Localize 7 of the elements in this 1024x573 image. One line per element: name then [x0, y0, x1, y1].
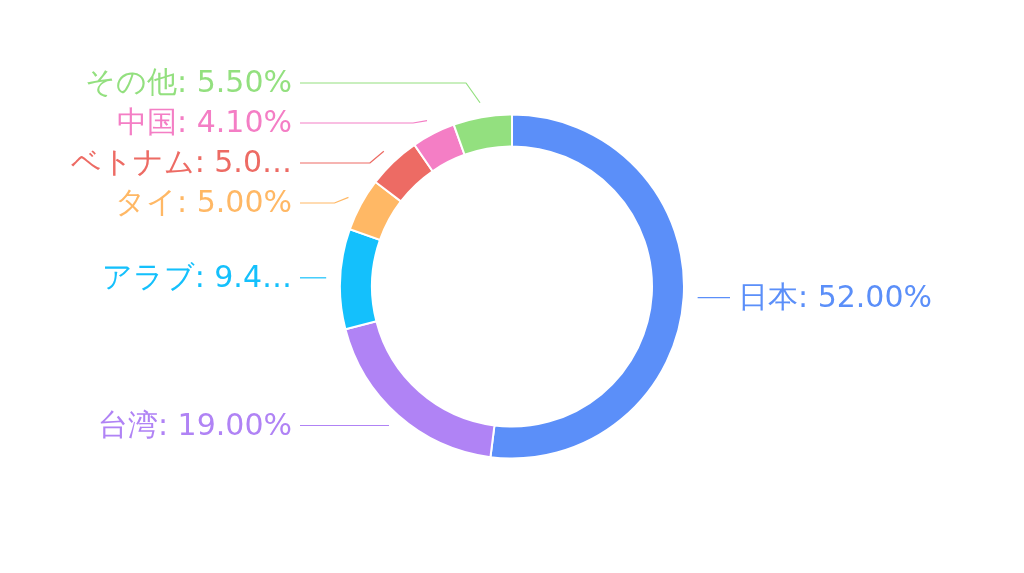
- slice-label: 台湾: 19.00%: [97, 406, 292, 442]
- slice-label: 日本: 52.00%: [738, 278, 933, 314]
- slice-label: ベトナム: 5.0…: [70, 143, 292, 179]
- slice-label: タイ: 5.00%: [115, 183, 292, 219]
- slice-label: 中国: 4.10%: [117, 103, 292, 139]
- slice-label: その他: 5.50%: [85, 63, 292, 99]
- slice-label: アラブ: 9.4…: [101, 258, 292, 294]
